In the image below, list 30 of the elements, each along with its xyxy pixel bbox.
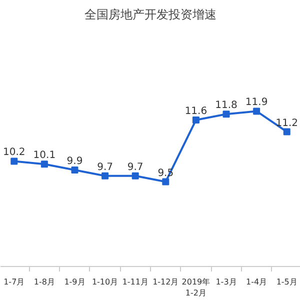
x-tick-label: 2019年 1-2月: [182, 278, 210, 298]
data-label: 9.7: [97, 162, 113, 173]
point: [283, 128, 290, 136]
point: [162, 178, 170, 186]
point: [40, 160, 48, 168]
data-label: 11.2: [276, 118, 298, 129]
x-tick-label: 1-3月: [216, 278, 237, 286]
data-label: 9.9: [66, 156, 83, 168]
point: [10, 158, 18, 165]
x-tick-label: 1-8月: [34, 278, 55, 286]
point: [132, 172, 139, 180]
data-label: 9.7: [127, 162, 144, 173]
data-label: 11.8: [215, 100, 238, 112]
x-tick-label: 1-10月: [92, 278, 118, 286]
x-tick-label: 1-5月: [276, 278, 298, 286]
chart-title: 全国房地产开发投资增速: [84, 8, 216, 22]
x-tick-label: 1-7月: [4, 278, 25, 286]
point: [102, 172, 109, 180]
point: [192, 116, 200, 124]
x-tick-label: 1-4月: [246, 278, 268, 286]
point: [71, 166, 78, 174]
data-label: 11.9: [245, 97, 268, 108]
x-tick-label: 1-9月: [64, 278, 86, 286]
data-label: 10.2: [3, 147, 26, 158]
x-tick-label: 1-12月: [152, 278, 179, 286]
point: [253, 108, 260, 115]
data-label: 11.6: [184, 106, 208, 118]
x-tick-label: 1-11月: [122, 278, 148, 286]
data-label: 10.1: [33, 150, 56, 162]
point: [222, 110, 230, 118]
